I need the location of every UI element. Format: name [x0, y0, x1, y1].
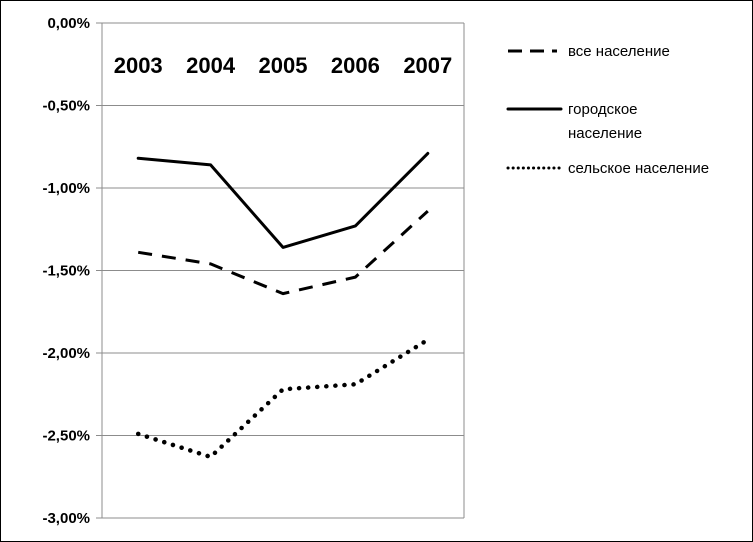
category-label: 2004	[186, 53, 236, 78]
category-label: 2007	[403, 53, 452, 78]
series-lines	[135, 151, 431, 460]
legend-label: сельское население	[568, 160, 709, 177]
category-labels: 2003 2004 2005 2006 2007	[114, 53, 453, 78]
y-tick-label: -2,00%	[42, 345, 90, 362]
y-axis-tick-labels: 0,00% -0,50% -1,00% -1,50% -2,00% -2,50% -3,00…	[42, 15, 90, 527]
legend: все население городское население сельское …	[506, 43, 709, 177]
y-tick-label: -3,00%	[42, 510, 90, 527]
y-tick-label: -2,50%	[42, 428, 90, 445]
y-tick-label: -1,00%	[42, 180, 90, 197]
series-line-dashed	[137, 209, 429, 296]
series-line-solid	[136, 151, 430, 249]
y-tick-label: -1,50%	[42, 263, 90, 280]
grid-lines	[96, 22, 465, 519]
series-line-dotted	[135, 337, 431, 460]
category-label: 2006	[331, 53, 380, 78]
y-tick-label: 0,00%	[47, 15, 90, 32]
y-tick-label: -0,50%	[42, 98, 90, 115]
category-label: 2005	[259, 53, 308, 78]
category-label: 2003	[114, 53, 163, 78]
legend-label: все население	[568, 43, 670, 60]
legend-label: городское население	[568, 101, 642, 142]
